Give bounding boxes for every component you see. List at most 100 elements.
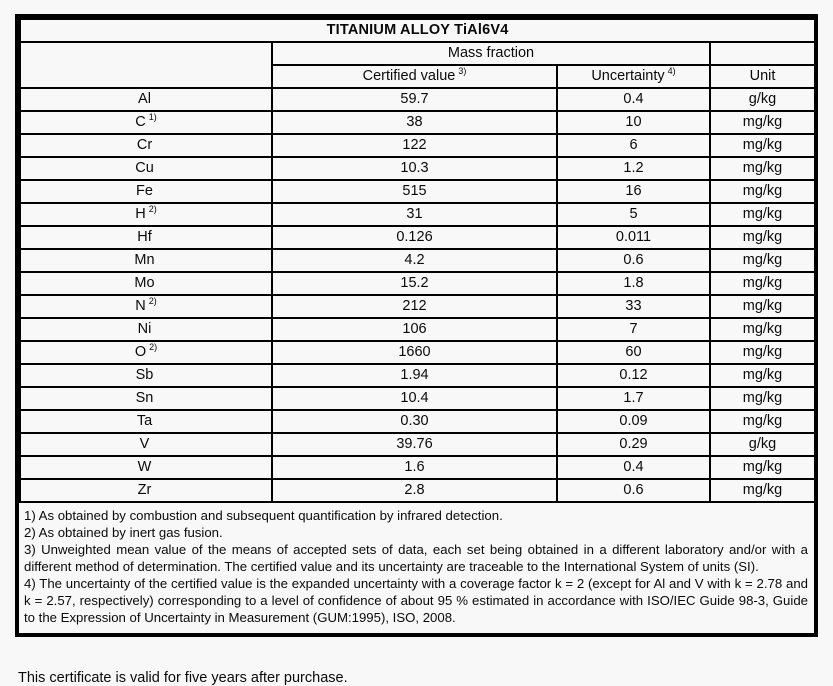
- element-symbol: Cu: [135, 159, 154, 176]
- table-row: Hf 0.126 0.011 mg/kg: [19, 225, 817, 250]
- unit-cell: mg/kg: [708, 478, 817, 503]
- title-row: TITANIUM ALLOY TiAl6V4: [18, 18, 817, 43]
- certified-value-cell: 106: [271, 317, 558, 342]
- element-symbol: V: [139, 435, 150, 452]
- unit-column-header-empty: [708, 41, 817, 66]
- certified-value-cell: 0.30: [271, 409, 558, 434]
- element-symbol: Sn: [135, 389, 154, 406]
- footnotes-section: 1) As obtained by combustion and subsequ…: [19, 503, 814, 633]
- uncertainty-cell: 5: [556, 202, 711, 227]
- table-row: Fe 515 16 mg/kg: [19, 179, 817, 204]
- footnote-2: 2) As obtained by inert gas fusion.: [24, 525, 223, 540]
- unit-cell: mg/kg: [708, 271, 817, 296]
- certified-value-cell: 39.76: [271, 432, 558, 457]
- certified-value-cell: 212: [271, 294, 558, 319]
- element-cell: Ta: [19, 409, 273, 434]
- unit-cell: g/kg: [708, 432, 817, 457]
- unit-cell: mg/kg: [708, 294, 817, 319]
- table-row: Cu 10.3 1.2 mg/kg: [19, 156, 817, 181]
- unit-cell: mg/kg: [708, 455, 817, 480]
- footnote-1: 1) As obtained by combustion and subsequ…: [24, 508, 503, 523]
- element-cell: N 2): [19, 294, 273, 319]
- certified-value-cell: 1660: [271, 340, 558, 365]
- table-row: Sn 10.4 1.7 mg/kg: [19, 386, 817, 411]
- certified-value-cell: 122: [271, 133, 558, 158]
- unit-cell: mg/kg: [708, 317, 817, 342]
- uncertainty-cell: 6: [556, 133, 711, 158]
- header-row-columns: Certified value 3) Uncertainty 4) Unit: [20, 64, 817, 89]
- unit-cell: mg/kg: [708, 110, 817, 135]
- element-symbol: C: [135, 113, 146, 130]
- element-column-header-empty: [19, 41, 273, 89]
- table-row: Sb 1.94 0.12 mg/kg: [19, 363, 817, 388]
- element-cell: Cu: [19, 156, 273, 181]
- unit-cell: mg/kg: [708, 179, 817, 204]
- uncertainty-cell: 1.8: [556, 271, 711, 296]
- element-cell: Fe: [19, 179, 273, 204]
- certified-value-cell: 31: [271, 202, 558, 227]
- element-cell: Mn: [19, 248, 273, 273]
- certified-values-table: TITANIUM ALLOY TiAl6V4 Mass fraction Cer…: [18, 18, 817, 503]
- col-header-certified-value: Certified value 3): [271, 64, 558, 89]
- uncertainty-cell: 60: [556, 340, 711, 365]
- certificate-panel: TITANIUM ALLOY TiAl6V4 Mass fraction Cer…: [15, 14, 818, 637]
- table-row: H 2) 31 5 mg/kg: [19, 202, 817, 227]
- element-cell: Sn: [19, 386, 273, 411]
- footnote-3: 3) Unweighted mean value of the means of…: [24, 542, 808, 574]
- table-row: Ta 0.30 0.09 mg/kg: [19, 409, 817, 434]
- col-header-uncertainty: Uncertainty 4): [556, 64, 711, 89]
- table-row: Mo 15.2 1.8 mg/kg: [19, 271, 817, 296]
- uncertainty-cell: 16: [556, 179, 711, 204]
- certified-value-cell: 2.8: [271, 478, 558, 503]
- unit-cell: mg/kg: [708, 363, 817, 388]
- element-cell: Zr: [19, 478, 273, 503]
- uncertainty-cell: 0.6: [556, 248, 711, 273]
- table-body: Al 59.7 0.4 g/kg C 1) 38 10 mg/kg Cr 122 …: [19, 87, 817, 503]
- element-cell: Sb: [19, 363, 273, 388]
- element-symbol: Al: [138, 90, 151, 107]
- element-cell: H 2): [19, 202, 273, 227]
- element-symbol: N: [135, 297, 146, 314]
- page-title: TITANIUM ALLOY TiAl6V4: [18, 18, 817, 43]
- table-row: Zr 2.8 0.6 mg/kg: [19, 478, 817, 503]
- element-cell: Mo: [19, 271, 273, 296]
- certified-value-cell: 4.2: [271, 248, 558, 273]
- element-footnote-ref: 2): [149, 341, 158, 352]
- certified-value-footnote-ref: 3): [458, 65, 467, 76]
- certified-value-cell: 1.94: [271, 363, 558, 388]
- unit-cell: mg/kg: [708, 133, 817, 158]
- uncertainty-cell: 0.011: [556, 225, 711, 250]
- element-cell: Hf: [19, 225, 273, 250]
- element-cell: W: [19, 455, 273, 480]
- element-symbol: H: [135, 205, 146, 222]
- unit-cell: mg/kg: [708, 156, 817, 181]
- certified-value-cell: 10.3: [271, 156, 558, 181]
- uncertainty-cell: 10: [556, 110, 711, 135]
- element-symbol: Hf: [137, 228, 152, 245]
- table-row: C 1) 38 10 mg/kg: [19, 110, 817, 135]
- table-row: V 39.76 0.29 g/kg: [19, 432, 817, 457]
- element-symbol: Sb: [135, 366, 154, 383]
- element-cell: V: [19, 432, 273, 457]
- uncertainty-cell: 0.6: [556, 478, 711, 503]
- certified-value-cell: 15.2: [271, 271, 558, 296]
- unit-cell: mg/kg: [708, 340, 817, 365]
- unit-cell: mg/kg: [708, 409, 817, 434]
- table-row: Al 59.7 0.4 g/kg: [19, 87, 817, 112]
- certified-value-cell: 0.126: [271, 225, 558, 250]
- element-symbol: Ni: [137, 320, 152, 337]
- uncertainty-cell: 0.4: [556, 455, 711, 480]
- uncertainty-label: Uncertainty: [591, 67, 665, 84]
- col-header-unit: Unit: [708, 64, 817, 89]
- certificate-validity-note: This certificate is valid for five years…: [18, 670, 348, 686]
- unit-cell: mg/kg: [708, 386, 817, 411]
- table-row: Mn 4.2 0.6 mg/kg: [19, 248, 817, 273]
- element-symbol: W: [137, 458, 152, 475]
- header-row-group: Mass fraction: [19, 41, 817, 89]
- certified-value-cell: 38: [271, 110, 558, 135]
- element-cell: Cr: [19, 133, 273, 158]
- certified-value-cell: 10.4: [271, 386, 558, 411]
- uncertainty-cell: 0.29: [556, 432, 711, 457]
- certified-value-cell: 59.7: [271, 87, 558, 112]
- certified-value-label: Certified value: [362, 67, 456, 84]
